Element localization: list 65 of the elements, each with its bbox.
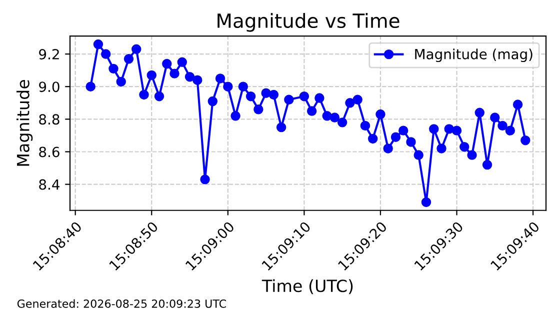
point bbox=[360, 120, 370, 131]
point bbox=[184, 72, 195, 82]
point bbox=[170, 68, 180, 78]
point bbox=[254, 104, 264, 114]
point bbox=[192, 75, 202, 85]
point bbox=[452, 126, 462, 136]
point bbox=[261, 88, 271, 98]
point bbox=[330, 112, 340, 122]
point bbox=[306, 106, 317, 116]
point bbox=[520, 135, 530, 146]
point bbox=[299, 92, 310, 102]
point bbox=[421, 197, 432, 208]
point bbox=[276, 122, 286, 132]
point bbox=[93, 39, 104, 50]
point bbox=[390, 132, 401, 142]
point bbox=[100, 49, 111, 59]
y-tick-label: 8.6 bbox=[39, 146, 60, 158]
point bbox=[268, 90, 279, 100]
point bbox=[208, 96, 218, 106]
point bbox=[436, 144, 446, 154]
point bbox=[482, 160, 492, 170]
point bbox=[177, 57, 187, 68]
y-tick-label: 9.2 bbox=[39, 48, 59, 60]
point bbox=[398, 126, 408, 136]
point bbox=[146, 70, 156, 80]
point bbox=[498, 120, 508, 131]
point bbox=[223, 82, 233, 92]
point bbox=[383, 144, 393, 154]
point bbox=[124, 54, 134, 64]
point bbox=[467, 150, 477, 160]
point bbox=[352, 94, 362, 104]
point bbox=[429, 124, 439, 134]
point bbox=[368, 134, 378, 144]
legend-label: Magnitude (mag) bbox=[415, 48, 532, 62]
point bbox=[337, 118, 348, 128]
point bbox=[490, 112, 500, 122]
point bbox=[284, 94, 294, 104]
point bbox=[406, 137, 416, 147]
point bbox=[474, 108, 484, 118]
point bbox=[512, 100, 523, 110]
point bbox=[116, 76, 126, 87]
point bbox=[200, 174, 210, 184]
point bbox=[154, 92, 164, 102]
point bbox=[505, 126, 516, 136]
x-axis-title: Time (UTC) bbox=[262, 279, 353, 294]
point bbox=[376, 109, 386, 120]
y-tick-label: 9.0 bbox=[39, 82, 60, 92]
y-axis-title: Magnitude bbox=[16, 80, 33, 166]
chart-title: Magnitude vs Time bbox=[218, 13, 400, 32]
text: Generated: 2026-08-25 20:09:23 UTC bbox=[17, 299, 226, 308]
y-tick-label: 8.4 bbox=[39, 179, 60, 190]
point bbox=[86, 82, 96, 92]
point bbox=[345, 98, 355, 108]
point bbox=[414, 150, 424, 160]
point bbox=[246, 92, 256, 102]
point bbox=[215, 74, 226, 84]
y-tick-label: 8.8 bbox=[39, 114, 60, 125]
point bbox=[314, 93, 324, 103]
point bbox=[139, 90, 149, 100]
point bbox=[460, 142, 470, 152]
point bbox=[132, 44, 142, 54]
point bbox=[108, 64, 118, 74]
point bbox=[162, 58, 172, 69]
point bbox=[238, 82, 248, 92]
point bbox=[230, 111, 240, 121]
